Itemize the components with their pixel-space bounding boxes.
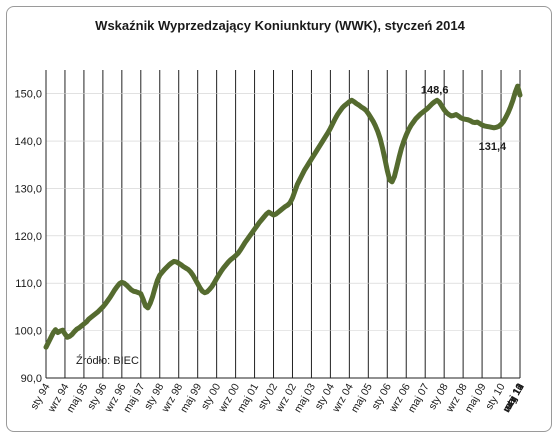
y-tick-label: 120,0 — [14, 231, 42, 243]
y-grid — [46, 93, 520, 379]
chart-title: Wskaźnik Wyprzedzający Koniunktury (WWK)… — [95, 18, 465, 33]
chart-frame — [6, 6, 552, 432]
y-tick-labels: 90,0 100,0 110,0 120,0 130,0 140,0 150,0 — [14, 89, 42, 385]
series-layer — [43, 83, 523, 350]
series-line — [43, 83, 523, 350]
annotation-label: 148,6 — [421, 85, 449, 97]
x-tick-label: sty 14 — [502, 381, 526, 411]
y-tick-label: 100,0 — [14, 326, 42, 338]
axes — [45, 70, 520, 379]
y-tick-label: 90,0 — [21, 373, 42, 385]
annotation-label: 131,4 — [479, 141, 507, 153]
y-tick-label: 140,0 — [14, 136, 42, 148]
source-note: Źródło: BIEC — [76, 354, 139, 367]
y-tick-label: 110,0 — [15, 278, 42, 290]
y-tick-label: 130,0 — [14, 183, 42, 195]
y-tick-label: 150,0 — [14, 89, 42, 101]
